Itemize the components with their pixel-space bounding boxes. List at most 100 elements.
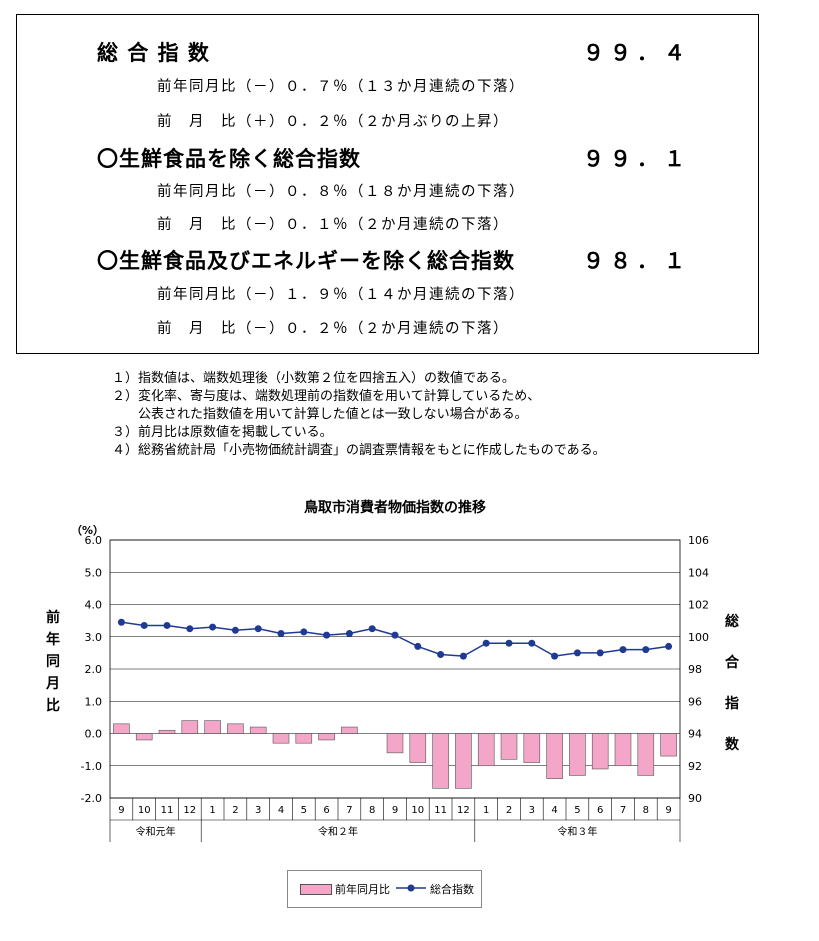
year-group-label: 令和元年: [136, 825, 176, 838]
right-tick-label: 96: [688, 695, 702, 708]
left-tick-label: 5.0: [85, 566, 103, 579]
bar: [181, 720, 199, 734]
right-axis-label-char: 指: [725, 695, 739, 712]
left-tick-label: 1.0: [85, 695, 103, 708]
x-tick-label: 7: [620, 805, 626, 816]
bar: [660, 733, 677, 757]
year-group-label: 令和２年: [318, 825, 358, 838]
right-tick-label: 90: [688, 792, 702, 805]
bar: [386, 733, 404, 754]
x-tick-label: 4: [551, 805, 557, 816]
left-axis-label-char: 同: [46, 654, 60, 670]
line-point: [277, 630, 285, 638]
left-axis-label-char: 前: [46, 609, 60, 626]
bar: [204, 720, 221, 734]
bar: [272, 733, 290, 744]
line-point: [186, 625, 194, 633]
x-tick-label: 9: [392, 805, 398, 816]
right-tick-label: 104: [688, 566, 709, 579]
line-point: [231, 626, 239, 634]
block-3-value: ９８．１: [583, 249, 691, 273]
bar: [500, 733, 518, 760]
bar: [341, 726, 358, 734]
right-axis-label-char: 総: [725, 613, 739, 630]
x-tick-label: 12: [457, 805, 470, 816]
left-axis-unit: （%）: [71, 524, 104, 537]
block-1-line-2: 前 月 比（＋）０．２％（２か月ぶりの上昇）: [157, 114, 509, 130]
year-group-label: 令和３年: [557, 825, 597, 838]
line-point: [505, 639, 513, 647]
line-point: [437, 650, 445, 658]
block-2-value: ９９．１: [583, 147, 691, 171]
line-point: [414, 642, 422, 650]
footnote: ３）前月比は原数値を掲載している。: [112, 425, 333, 440]
line-point: [368, 625, 376, 633]
right-tick-label: 98: [688, 663, 702, 676]
line-point: [209, 623, 217, 631]
footnote: ２）変化率、寄与度は、端数処理前の指数値を用いて計算しているため、: [112, 389, 541, 404]
x-tick-label: 9: [665, 805, 671, 816]
x-tick-label: 8: [369, 805, 375, 816]
bar: [295, 733, 313, 744]
line-point: [573, 649, 581, 657]
bar: [227, 723, 244, 734]
bar: [455, 733, 472, 789]
bar: [477, 733, 495, 767]
bar: [637, 733, 655, 776]
block-2-line-2: 前 月 比（－）０．１％（２か月連続の下落）: [157, 217, 509, 233]
left-tick-label: -1.0: [81, 760, 102, 773]
legend-line-label: 総合指数: [430, 883, 474, 896]
block-1-value: ９９．４: [583, 41, 691, 65]
x-tick-label: 12: [183, 805, 196, 816]
legend-bar-swatch: [300, 884, 332, 895]
chart-title: 鳥取市消費者物価指数の推移: [304, 499, 486, 516]
left-axis-label-char: 比: [46, 697, 60, 714]
bar: [523, 733, 541, 763]
x-tick-label: 2: [506, 805, 512, 816]
footnotes: １）指数値は、端数処理後（小数第２位を四捨五入）の数値である。 ２）変化率、寄与…: [112, 370, 606, 460]
x-tick-label: 1: [483, 805, 489, 816]
block-3-line-1: 前年同月比（－）１．９％（１４か月連続の下落）: [157, 287, 525, 303]
line-point: [300, 628, 308, 636]
x-tick-label: 3: [255, 805, 261, 816]
bar: [113, 723, 130, 734]
bar: [569, 733, 586, 776]
x-tick-label: 7: [346, 805, 352, 816]
right-axis-label-char: 合: [725, 654, 740, 671]
right-tick-label: 92: [688, 760, 702, 773]
footnote: 公表された指数値を用いて計算した値とは一致しない場合がある。: [112, 407, 528, 422]
line-point: [619, 646, 627, 654]
line-point: [117, 618, 125, 626]
line-point: [596, 649, 604, 657]
cpi-chart: 鳥取市消費者物価指数の推移 6.0 5.0 4.0 3.0 2.0 1.0 0.0 -1.0 -2…: [45, 499, 740, 842]
bar: [614, 733, 632, 767]
left-axis-label-char: 月: [45, 676, 60, 692]
x-tick-label: 5: [301, 805, 307, 816]
x-tick-label: 11: [434, 805, 447, 816]
bar: [135, 733, 153, 741]
footnote: ４）総務省統計局「小売物価統計調査」の調査票情報をもとに作成したものである。: [112, 443, 606, 458]
block-1-line-1: 前年同月比（－）０．７％（１３か月連続の下落）: [157, 79, 525, 95]
x-tick-label: 10: [411, 805, 424, 816]
bar: [432, 733, 449, 789]
block-3-title: 〇生鮮食品及びエネルギーを除く総合指数: [97, 249, 515, 273]
chart-legend: 前年同月比 総合指数: [287, 870, 482, 908]
line-point: [551, 652, 559, 660]
right-tick-label: 106: [688, 534, 709, 547]
line-point: [254, 625, 262, 633]
line-point: [482, 639, 490, 647]
left-tick-label: 6.0: [85, 534, 103, 547]
legend-bar-label: 前年同月比: [335, 883, 390, 896]
block-3-line-2: 前 月 比（－）０．２％（２か月連続の下落）: [157, 321, 509, 337]
x-tick-label: 4: [278, 805, 284, 816]
bar: [409, 733, 427, 763]
bar: [158, 729, 176, 734]
bar: [318, 733, 335, 741]
right-axis-label-char: 数: [725, 736, 740, 753]
x-tick-label: 11: [161, 805, 174, 816]
x-tick-label: 3: [529, 805, 535, 816]
footnote: １）指数値は、端数処理後（小数第２位を四捨五入）の数値である。: [112, 371, 515, 386]
x-tick-label: 8: [643, 805, 649, 816]
right-tick-label: 100: [688, 631, 709, 644]
line-point: [528, 639, 536, 647]
